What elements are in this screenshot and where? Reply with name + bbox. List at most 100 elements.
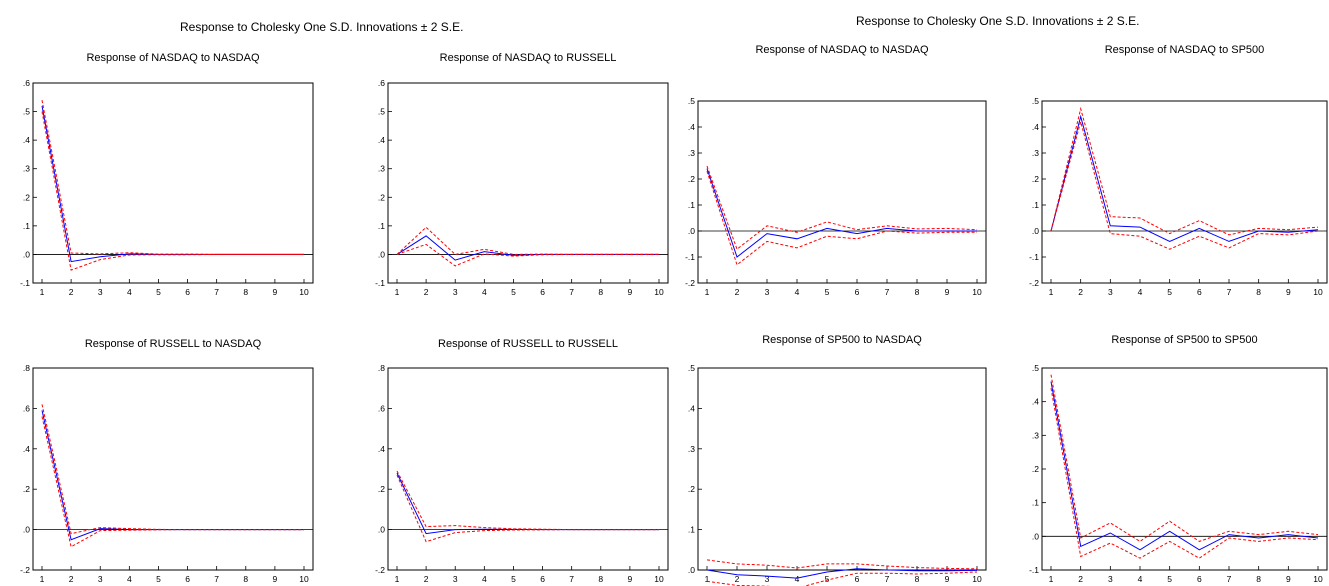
- y-tick-label: .5: [1032, 96, 1039, 106]
- y-tick-label: .8: [378, 363, 385, 373]
- x-tick-label: 10: [654, 574, 664, 584]
- upper-band-line: [396, 470, 659, 531]
- x-tick-label: 1: [395, 287, 400, 297]
- x-tick-label: 2: [1078, 287, 1083, 297]
- left-figure-title: Response to Cholesky One S.D. Innovation…: [180, 20, 464, 34]
- x-tick-label: 7: [885, 574, 890, 584]
- x-tick-label: 7: [1227, 287, 1232, 297]
- x-tick-label: 3: [453, 574, 458, 584]
- y-tick-label: .3: [1032, 148, 1039, 158]
- y-tick-label: -.2: [1029, 278, 1039, 288]
- plot-frame: [1041, 367, 1328, 571]
- y-tick-label: .0: [688, 226, 695, 236]
- x-tick-label: 2: [1078, 574, 1083, 584]
- y-tick-label: .1: [23, 221, 30, 231]
- x-tick-label: 4: [127, 287, 132, 297]
- irf-panel-8: Response of SP500 to SP500 -.1 .0 .1 .2 .3 .4.…: [1029, 334, 1328, 584]
- y-tick-label: -.1: [1029, 252, 1039, 262]
- x-tick-label: 6: [855, 574, 860, 584]
- lower-band-line: [1050, 388, 1319, 559]
- y-tick-label: .2: [23, 484, 30, 494]
- y-tick-label: .4: [688, 403, 695, 413]
- x-tick-label: 4: [1138, 287, 1143, 297]
- x-tick-label: 8: [915, 574, 920, 584]
- y-tick-label: .5: [378, 107, 385, 117]
- x-tick-label: 5: [825, 287, 830, 297]
- plot-frame: [697, 100, 987, 284]
- x-tick-label: 2: [424, 287, 429, 297]
- y-tick-label: .3: [378, 164, 385, 174]
- y-tick-label: .0: [688, 565, 695, 575]
- x-tick-label: 9: [273, 574, 278, 584]
- y-tick-label: .3: [688, 148, 695, 158]
- plot-frame: [32, 367, 314, 571]
- y-tick-label: .0: [23, 249, 30, 259]
- y-tick-label: -.1: [685, 252, 695, 262]
- panel-title: Response of RUSSELL to NASDAQ: [85, 338, 262, 350]
- panel-title: Response of SP500 to SP500: [1111, 334, 1257, 346]
- response-line: [706, 568, 978, 579]
- panel-title: Response of NASDAQ to SP500: [1105, 44, 1265, 56]
- y-tick-label: -.2: [375, 565, 385, 575]
- y-tick-label: .2: [1032, 464, 1039, 474]
- x-tick-label: 9: [1286, 287, 1291, 297]
- y-tick-label: .5: [23, 107, 30, 117]
- x-tick-label: 8: [1256, 287, 1261, 297]
- x-tick-label: 9: [628, 574, 633, 584]
- y-tick-label: .4: [23, 444, 30, 454]
- x-tick-label: 7: [569, 574, 574, 584]
- y-tick-label: .4: [1032, 397, 1039, 407]
- upper-band-line: [1050, 106, 1319, 236]
- y-tick-label: .5: [688, 96, 695, 106]
- irf-panel-5: Response of RUSSELL to NASDAQ -.2 .0 .2 .4 .6…: [20, 338, 314, 584]
- x-tick-label: 5: [156, 574, 161, 584]
- lower-band-line: [706, 171, 977, 266]
- x-tick-label: 3: [98, 574, 103, 584]
- y-tick-label: .1: [378, 221, 385, 231]
- lower-band-line: [41, 416, 304, 548]
- y-tick-label: .2: [378, 192, 385, 202]
- x-tick-label: 4: [127, 574, 132, 584]
- y-tick-label: .8: [23, 363, 30, 373]
- y-tick-label: .2: [378, 484, 385, 494]
- y-tick-label: -.1: [375, 278, 385, 288]
- y-tick-label: .5: [688, 363, 695, 373]
- y-tick-label: .2: [1032, 174, 1039, 184]
- x-tick-label: 8: [1256, 574, 1261, 584]
- response-line: [41, 105, 304, 263]
- x-tick-label: 1: [1049, 574, 1054, 584]
- x-tick-label: 4: [795, 574, 800, 584]
- y-tick-label: .6: [23, 78, 30, 88]
- y-tick-label: -.2: [20, 565, 30, 575]
- x-tick-label: 7: [1227, 574, 1232, 584]
- panel-title: Response of NASDAQ to NASDAQ: [86, 52, 259, 64]
- x-tick-label: 6: [1197, 287, 1202, 297]
- x-tick-label: 10: [972, 574, 982, 584]
- irf-panel-7: Response of SP500 to NASDAQ .0 .1 .2 .3 .4 .5 1…: [688, 334, 987, 586]
- plot-frame: [387, 82, 669, 284]
- right-figure-title: Response to Cholesky One S.D. Innovation…: [856, 14, 1140, 28]
- x-tick-label: 8: [243, 287, 248, 297]
- x-tick-label: 10: [1313, 287, 1323, 297]
- x-tick-label: 6: [185, 574, 190, 584]
- response-line: [706, 168, 977, 258]
- x-tick-label: 1: [40, 287, 45, 297]
- x-tick-label: 1: [705, 574, 710, 584]
- y-tick-label: .0: [23, 525, 30, 535]
- y-tick-label: .5: [1032, 363, 1039, 373]
- x-tick-label: 7: [214, 287, 219, 297]
- x-tick-label: 8: [915, 287, 920, 297]
- y-tick-label: .4: [378, 444, 385, 454]
- x-tick-label: 2: [735, 574, 740, 584]
- x-tick-label: 6: [185, 287, 190, 297]
- x-tick-label: 5: [511, 574, 516, 584]
- y-tick-label: .0: [1032, 226, 1039, 236]
- plot-frame: [1041, 100, 1328, 284]
- lower-band-line: [1050, 119, 1319, 250]
- y-tick-label: .0: [378, 525, 385, 535]
- y-tick-label: .6: [378, 78, 385, 88]
- plot-frame: [32, 82, 314, 284]
- x-tick-label: 10: [1313, 574, 1323, 584]
- response-line: [396, 472, 659, 535]
- x-tick-label: 10: [972, 287, 982, 297]
